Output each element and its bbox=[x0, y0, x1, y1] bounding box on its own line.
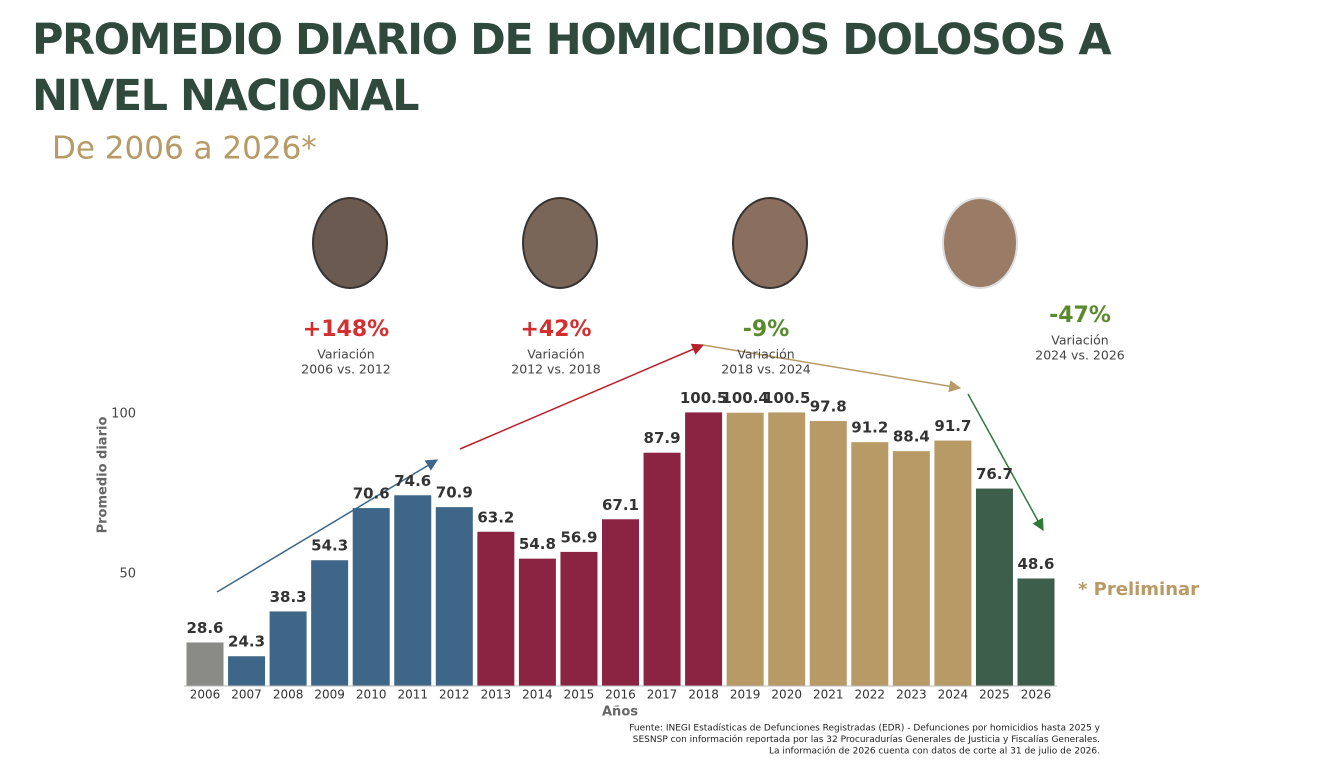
y-axis-label: Promedio diario bbox=[96, 417, 111, 534]
x-tick-label: 2018 bbox=[688, 688, 719, 702]
variation-value: -9% bbox=[743, 317, 789, 342]
x-tick-label: 2012 bbox=[439, 688, 470, 702]
bar bbox=[892, 451, 930, 686]
bar bbox=[518, 558, 556, 686]
value-label: 48.6 bbox=[1017, 555, 1054, 573]
source-line: Fuente: INEGI Estadísticas de Defuncione… bbox=[629, 724, 1100, 734]
x-tick-label: 2024 bbox=[938, 688, 969, 702]
bar bbox=[560, 551, 598, 686]
x-tick-label: 2023 bbox=[896, 688, 927, 702]
bar bbox=[477, 531, 515, 686]
variation-period: 2012 vs. 2018 bbox=[511, 362, 601, 377]
variation-label: Variación bbox=[527, 347, 584, 362]
x-tick-label: 2022 bbox=[855, 688, 886, 702]
x-tick-label: 2026 bbox=[1021, 688, 1052, 702]
source-line: La información de 2026 cuenta con datos … bbox=[769, 746, 1100, 757]
x-tick-label: 2017 bbox=[647, 688, 678, 702]
bar bbox=[186, 642, 224, 686]
bar bbox=[228, 656, 266, 686]
variation-period: 2006 vs. 2012 bbox=[301, 362, 390, 377]
bar bbox=[851, 442, 889, 686]
value-label: 70.9 bbox=[436, 484, 473, 502]
value-label: 38.3 bbox=[270, 588, 307, 606]
portrait bbox=[522, 197, 598, 289]
x-tick-label: 2006 bbox=[190, 688, 221, 702]
x-tick-label: 2007 bbox=[231, 688, 262, 702]
portrait bbox=[942, 197, 1018, 289]
arrow bbox=[702, 344, 962, 393]
x-tick-label: 2015 bbox=[564, 688, 595, 702]
subtitle: De 2006 a 2026* bbox=[52, 131, 317, 167]
variation-label: Variación bbox=[737, 347, 794, 362]
y-tick-label: 50 bbox=[119, 567, 136, 582]
arrow bbox=[459, 343, 705, 450]
value-label: 91.7 bbox=[934, 417, 971, 435]
variation-value: -47% bbox=[1049, 303, 1111, 328]
chart-title: PROMEDIO DIARIO DE HOMICIDIOS DOLOSOS A … bbox=[32, 15, 1112, 121]
x-tick-label: 2013 bbox=[481, 688, 512, 702]
bar bbox=[934, 440, 972, 686]
value-label: 100.5 bbox=[680, 389, 727, 407]
x-axis-label: Años bbox=[602, 705, 638, 720]
trend-arrows bbox=[216, 343, 1044, 593]
portrait bbox=[732, 197, 808, 289]
variation-period: 2024 vs. 2026 bbox=[1035, 348, 1125, 363]
bar bbox=[394, 495, 432, 686]
x-tick-label: 2014 bbox=[522, 688, 553, 702]
variation-value: +148% bbox=[303, 317, 389, 342]
bar bbox=[975, 488, 1013, 686]
value-label: 70.6 bbox=[353, 485, 390, 503]
arrow bbox=[216, 459, 439, 593]
value-label: 87.9 bbox=[644, 429, 681, 447]
x-tick-label: 2025 bbox=[979, 688, 1010, 702]
value-label: 54.3 bbox=[311, 537, 348, 555]
value-label: 91.2 bbox=[851, 419, 888, 437]
x-tick-label: 2021 bbox=[813, 688, 844, 702]
value-label: 24.3 bbox=[228, 633, 265, 651]
value-label: 54.8 bbox=[519, 535, 556, 553]
value-label: 67.1 bbox=[602, 496, 639, 514]
bar bbox=[685, 412, 723, 686]
bar bbox=[809, 421, 847, 686]
bar bbox=[768, 412, 806, 686]
value-label: 56.9 bbox=[560, 528, 597, 546]
value-label: 100.4 bbox=[721, 389, 768, 407]
bar bbox=[1017, 578, 1055, 686]
value-label: 97.8 bbox=[810, 398, 847, 416]
value-label: 63.2 bbox=[477, 508, 514, 526]
x-tick-label: 2020 bbox=[771, 688, 802, 702]
y-tick-label: 100 bbox=[111, 407, 136, 422]
bar bbox=[352, 508, 390, 686]
value-label: 74.6 bbox=[394, 472, 431, 490]
variation-value: +42% bbox=[520, 317, 591, 342]
variation-label: Variación bbox=[1051, 333, 1108, 348]
x-tick-label: 2010 bbox=[356, 688, 387, 702]
variation-period: 2018 vs. 2024 bbox=[721, 362, 811, 377]
source-line: SESNSP con información reportada por las… bbox=[633, 734, 1100, 745]
bar bbox=[311, 560, 349, 686]
value-label: 88.4 bbox=[893, 428, 930, 446]
x-tick-label: 2016 bbox=[605, 688, 636, 702]
value-label: 76.7 bbox=[976, 465, 1013, 483]
bar bbox=[269, 611, 307, 686]
bar bbox=[726, 412, 764, 686]
bar bbox=[435, 507, 473, 686]
variation-label: Variación bbox=[317, 347, 374, 362]
x-tick-label: 2008 bbox=[273, 688, 304, 702]
value-label: 28.6 bbox=[186, 619, 223, 637]
portrait bbox=[312, 197, 388, 289]
bar bbox=[643, 452, 681, 686]
arrow bbox=[967, 393, 1044, 532]
x-tick-label: 2009 bbox=[314, 688, 345, 702]
bar bbox=[602, 519, 639, 686]
portraits bbox=[312, 197, 1018, 289]
x-tick-label: 2019 bbox=[730, 688, 761, 702]
x-tick-label: 2011 bbox=[397, 688, 428, 702]
note: * Preliminar bbox=[1078, 579, 1199, 600]
value-label: 100.5 bbox=[763, 389, 810, 407]
